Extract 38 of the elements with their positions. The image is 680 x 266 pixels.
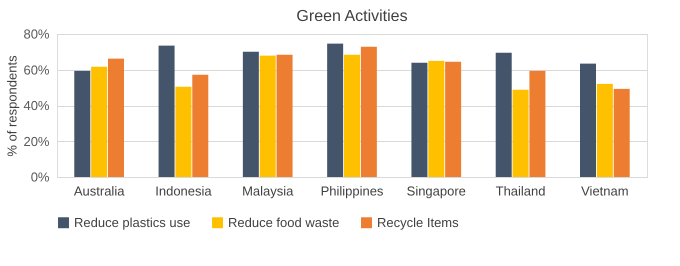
legend-label: Reduce food waste [228,214,340,230]
y-tick-label: 0% [30,170,50,184]
y-tick-label: 20% [23,134,50,149]
bar [614,88,630,177]
y-tick-label: 60% [23,62,50,78]
bar [175,86,192,177]
bar [344,54,360,177]
bar [411,62,428,177]
bar [260,56,276,177]
y-tick-label: 40% [23,98,50,113]
bar [327,44,344,177]
bar [529,70,546,177]
legend-label: Recycle Items [377,214,460,230]
bar [596,84,613,177]
legend-label: Reduce plastics use [74,214,190,230]
bar [91,66,108,177]
x-tick-label: Vietnam [581,184,629,198]
bar [192,74,208,177]
y-tick-label: 80% [23,26,50,42]
y-axis-title: % of respondents [4,54,20,157]
x-tick-label: Malaysia [242,184,294,198]
bar [276,54,293,177]
bar [360,46,377,177]
x-tick-label: Indonesia [155,184,212,198]
bar [108,58,124,177]
bar [445,62,462,177]
x-tick-label: Australia [74,184,126,198]
chart-title: Green Activities [296,8,408,25]
bar [428,60,444,177]
bar [242,52,259,177]
bar [512,90,529,177]
x-tick-label: Thailand [496,184,546,198]
x-tick-label: Singapore [406,184,466,198]
bar [496,52,512,177]
bar [158,46,175,177]
x-tick-label: Philippines [320,184,384,198]
bar [74,70,90,177]
bar [580,64,596,177]
